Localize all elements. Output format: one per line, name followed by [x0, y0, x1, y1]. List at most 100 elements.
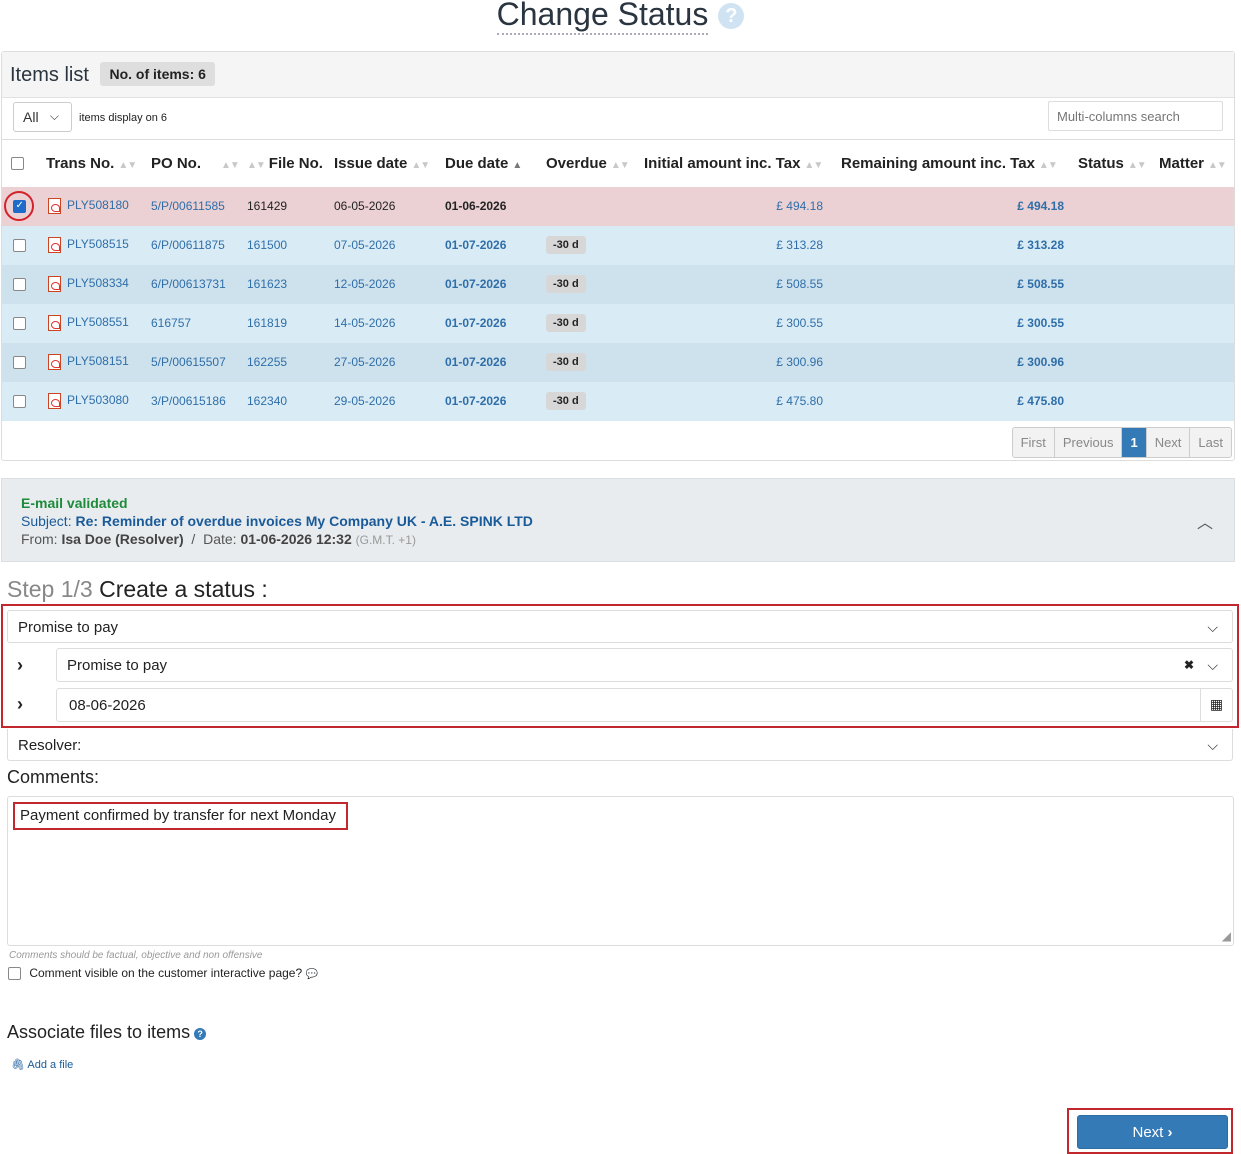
- email-date-value: 01-06-2026 12:32: [240, 531, 352, 547]
- row-checkbox[interactable]: [12, 200, 26, 214]
- table-row[interactable]: PLY503080 3/P/00615186 162340 29-05-2026…: [2, 381, 1234, 421]
- overdue-cell: -30 d: [542, 342, 640, 382]
- sort-icon: ▲▼: [1208, 159, 1227, 171]
- due-date-cell: 01-07-2026: [441, 381, 542, 421]
- file-no-cell: 161819: [243, 303, 330, 343]
- status-cell: [1074, 186, 1155, 226]
- calendar-icon[interactable]: ▦: [1200, 689, 1232, 721]
- chat-bubble-icon: 💬: [305, 969, 318, 980]
- row-checkbox[interactable]: [13, 395, 26, 409]
- matter-cell: [1155, 342, 1234, 382]
- pdf-icon[interactable]: [48, 354, 61, 370]
- multi-column-search-input[interactable]: [1048, 101, 1223, 131]
- items-panel: Items list No. of items: 6 All ⌵ items d…: [1, 51, 1235, 461]
- remaining-amount-cell: £ 300.55: [837, 303, 1074, 343]
- pdf-icon[interactable]: [48, 276, 61, 292]
- email-summary: E-mail validated Subject: Re: Reminder o…: [1, 478, 1235, 562]
- select-all-header: [2, 139, 42, 187]
- pagination-previous[interactable]: Previous: [1054, 428, 1123, 457]
- row-checkbox[interactable]: [13, 239, 26, 253]
- step-title: Step 1/3 Create a status :: [7, 576, 268, 603]
- comments-textarea[interactable]: ◢: [7, 796, 1234, 946]
- col-remaining-amount[interactable]: Remaining amount inc. Tax ▲▼: [837, 139, 1074, 187]
- promise-date-input[interactable]: 08-06-2026 ▦: [56, 688, 1233, 722]
- col-file-no[interactable]: ▲▼ File No.: [243, 139, 330, 187]
- row-select-cell: [2, 264, 42, 304]
- row-checkbox[interactable]: [13, 317, 26, 331]
- comment-visible-label: Comment visible on the customer interact…: [29, 966, 303, 980]
- next-button-label: Next: [1132, 1124, 1164, 1141]
- pagination-page-1[interactable]: 1: [1122, 428, 1147, 457]
- issue-date-cell: 07-05-2026: [330, 225, 441, 265]
- sort-icon: ▲▼: [1127, 159, 1147, 171]
- pagination-next[interactable]: Next: [1146, 428, 1191, 457]
- col-trans-no[interactable]: Trans No. ▲▼: [42, 139, 147, 187]
- associate-files-text: Associate files to items: [7, 1022, 191, 1042]
- trans-no-cell[interactable]: PLY508151: [42, 342, 147, 382]
- col-due-date[interactable]: Due date ▲: [441, 139, 542, 187]
- resolver-select[interactable]: Resolver: ⌵: [7, 729, 1233, 761]
- issue-date-cell: 14-05-2026: [330, 303, 441, 343]
- row-checkbox[interactable]: [13, 278, 26, 292]
- sort-icon: ▲▼: [610, 159, 630, 171]
- initial-amount-cell: £ 494.18: [640, 186, 837, 226]
- issue-date-cell: 27-05-2026: [330, 342, 441, 382]
- po-no-cell: 3/P/00615186: [147, 381, 243, 421]
- items-list-title: Items list: [10, 64, 89, 86]
- overdue-badge: -30 d: [546, 275, 586, 293]
- trans-no-cell[interactable]: PLY508515: [42, 225, 147, 265]
- due-date-cell: 01-07-2026: [441, 303, 542, 343]
- next-button[interactable]: Next ›: [1077, 1115, 1228, 1149]
- select-all-checkbox[interactable]: [11, 157, 24, 171]
- col-po-no[interactable]: PO No. ▲▼: [147, 139, 243, 187]
- col-matter[interactable]: Matter ▲▼: [1155, 139, 1234, 187]
- overdue-cell: -30 d: [542, 381, 640, 421]
- email-from-label: From:: [21, 531, 58, 547]
- comment-visible-checkbox[interactable]: [8, 967, 21, 981]
- pagination: First Previous 1 Next Last: [1011, 427, 1232, 458]
- pagination-first[interactable]: First: [1012, 428, 1055, 457]
- due-date-cell: 01-07-2026: [441, 342, 542, 382]
- col-initial-amount[interactable]: Initial amount inc. Tax ▲▼: [640, 139, 837, 187]
- pdf-icon[interactable]: [48, 198, 61, 214]
- sub-status-select[interactable]: Promise to pay ✖ ⌵: [56, 648, 1233, 682]
- remaining-amount-cell: £ 313.28: [837, 225, 1074, 265]
- table-row[interactable]: PLY508180 5/P/00611585 161429 06-05-2026…: [2, 186, 1234, 226]
- add-file-link[interactable]: 🖇 Add a file: [11, 1058, 73, 1071]
- promise-date-value: 08-06-2026: [69, 697, 146, 714]
- pdf-icon[interactable]: [48, 393, 61, 409]
- table-row[interactable]: PLY508515 6/P/00611875 161500 07-05-2026…: [2, 225, 1234, 265]
- overdue-cell: -30 d: [542, 303, 640, 343]
- pdf-icon[interactable]: [48, 315, 61, 331]
- remaining-amount-cell: £ 300.96: [837, 342, 1074, 382]
- status-cell: [1074, 225, 1155, 265]
- help-icon[interactable]: ?: [718, 3, 745, 29]
- table-row[interactable]: PLY508151 5/P/00615507 162255 27-05-2026…: [2, 342, 1234, 382]
- table-row[interactable]: PLY508334 6/P/00613731 161623 12-05-2026…: [2, 264, 1234, 304]
- status-type-select[interactable]: Promise to pay ⌵: [7, 610, 1233, 643]
- overdue-cell: -30 d: [542, 225, 640, 265]
- clear-icon[interactable]: ✖: [1183, 658, 1194, 672]
- trans-no-cell[interactable]: PLY508180: [42, 186, 147, 226]
- trans-no-cell[interactable]: PLY508551: [42, 303, 147, 343]
- email-from-value: Isa Doe (Resolver): [61, 531, 184, 547]
- remaining-amount-cell: £ 494.18: [837, 186, 1074, 226]
- email-subject-label: Subject:: [21, 513, 72, 529]
- trans-no-cell[interactable]: PLY508334: [42, 264, 147, 304]
- email-timezone: (G.M.T. +1): [355, 533, 416, 547]
- col-status[interactable]: Status ▲▼: [1074, 139, 1155, 187]
- page-length-select[interactable]: All ⌵: [13, 102, 72, 132]
- row-checkbox[interactable]: [13, 356, 26, 370]
- pdf-icon[interactable]: [48, 237, 61, 253]
- chevron-up-icon[interactable]: ︿: [1196, 515, 1213, 532]
- trans-no-cell[interactable]: PLY503080: [42, 381, 147, 421]
- table-header-row: Trans No. ▲▼ PO No. ▲▼ ▲▼ File No. Issue da…: [2, 139, 1234, 187]
- col-overdue[interactable]: Overdue ▲▼: [542, 139, 640, 187]
- table-row[interactable]: PLY508551 616757 161819 14-05-2026 01-07…: [2, 303, 1234, 343]
- help-icon[interactable]: ?: [194, 1028, 207, 1040]
- resize-grip-icon[interactable]: ◢: [1221, 929, 1231, 943]
- display-info: items display on 6: [79, 112, 168, 124]
- pagination-last[interactable]: Last: [1190, 428, 1231, 457]
- col-issue-date[interactable]: Issue date ▲▼: [330, 139, 441, 187]
- email-date-label: Date:: [203, 531, 237, 547]
